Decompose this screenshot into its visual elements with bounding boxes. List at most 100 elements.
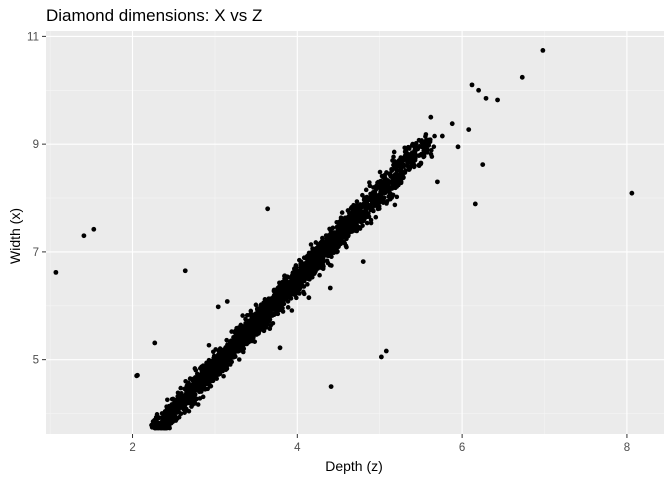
- data-point: [349, 229, 355, 234]
- data-point: [401, 174, 406, 180]
- data-point: [180, 397, 185, 402]
- data-point: [231, 347, 237, 353]
- data-point: [329, 263, 334, 268]
- data-point: [301, 291, 307, 297]
- data-point: [270, 320, 276, 326]
- data-point-outlier: [449, 121, 455, 127]
- data-point: [356, 218, 362, 223]
- data-point: [158, 425, 163, 431]
- data-point: [417, 152, 423, 158]
- data-point-outlier: [383, 348, 389, 354]
- data-point: [310, 253, 315, 258]
- data-point: [175, 406, 181, 412]
- data-point: [178, 385, 184, 391]
- data-point: [202, 387, 208, 392]
- data-point: [297, 285, 303, 291]
- data-point: [165, 397, 170, 403]
- data-point: [252, 339, 258, 344]
- data-points: [53, 47, 635, 431]
- data-point-outlier: [455, 144, 461, 150]
- data-point: [324, 252, 330, 258]
- x-tick-label: 2: [129, 442, 135, 454]
- data-point: [310, 271, 316, 277]
- data-point: [267, 298, 272, 304]
- data-point: [166, 424, 172, 429]
- data-point: [271, 287, 277, 293]
- data-point: [187, 382, 193, 388]
- data-point: [157, 415, 162, 421]
- data-point: [210, 365, 216, 370]
- data-point: [228, 345, 233, 351]
- data-point: [245, 330, 250, 336]
- data-point: [338, 226, 344, 232]
- data-point: [154, 412, 160, 417]
- data-point: [276, 297, 282, 302]
- data-point-outlier: [53, 269, 59, 275]
- data-point: [357, 212, 363, 218]
- data-point: [294, 295, 299, 301]
- data-point-outlier: [476, 87, 481, 93]
- data-point: [370, 205, 375, 210]
- data-point: [338, 217, 344, 222]
- data-point-outlier: [483, 95, 489, 101]
- data-point: [285, 299, 291, 304]
- data-point-outlier: [327, 285, 333, 291]
- data-point: [354, 199, 360, 204]
- data-point: [176, 401, 182, 406]
- data-point: [429, 147, 434, 153]
- data-point-outlier: [277, 345, 283, 351]
- data-point: [348, 211, 354, 217]
- data-point: [297, 257, 302, 263]
- data-point: [294, 269, 299, 275]
- data-point: [378, 184, 384, 190]
- grid-lines: [46, 31, 664, 434]
- data-point: [250, 312, 256, 317]
- data-point: [223, 352, 229, 358]
- data-point: [373, 214, 379, 220]
- data-point: [381, 175, 387, 181]
- data-point: [339, 222, 345, 227]
- data-point: [354, 228, 360, 234]
- data-point-outlier: [378, 354, 384, 360]
- data-point: [396, 175, 402, 181]
- data-point: [393, 180, 398, 186]
- data-point: [234, 340, 239, 346]
- data-point: [249, 315, 255, 321]
- data-point: [221, 373, 226, 379]
- data-point: [423, 134, 428, 139]
- data-point-outlier: [469, 82, 475, 88]
- data-point: [320, 266, 326, 272]
- data-point: [175, 390, 181, 396]
- data-point: [318, 251, 323, 256]
- y-tick-label: 9: [33, 139, 39, 151]
- data-point: [391, 149, 397, 155]
- data-point: [321, 250, 327, 255]
- data-point-outlier: [418, 160, 424, 166]
- data-point-outlier: [153, 422, 158, 428]
- data-point: [261, 328, 267, 334]
- data-point: [169, 402, 175, 408]
- data-point: [370, 197, 375, 202]
- data-point: [327, 237, 332, 242]
- data-point: [377, 199, 383, 205]
- data-point-outlier: [265, 206, 271, 212]
- data-point: [200, 363, 206, 368]
- x-axis: 2 4 6 8: [129, 434, 630, 454]
- data-point: [364, 220, 370, 226]
- data-point-outlier: [81, 233, 87, 239]
- data-point: [184, 385, 189, 391]
- data-point: [371, 200, 377, 206]
- data-point-outlier: [328, 384, 334, 389]
- data-point-outlier: [224, 299, 230, 304]
- data-point: [187, 400, 193, 406]
- data-point: [416, 137, 422, 143]
- x-axis-title: Depth (z): [325, 458, 383, 474]
- data-point-outlier: [540, 47, 546, 53]
- data-point: [325, 260, 331, 266]
- data-point: [406, 152, 412, 157]
- data-point: [181, 403, 187, 408]
- data-point: [320, 235, 325, 241]
- data-point: [277, 304, 283, 310]
- data-point: [173, 418, 179, 423]
- data-point: [419, 143, 425, 149]
